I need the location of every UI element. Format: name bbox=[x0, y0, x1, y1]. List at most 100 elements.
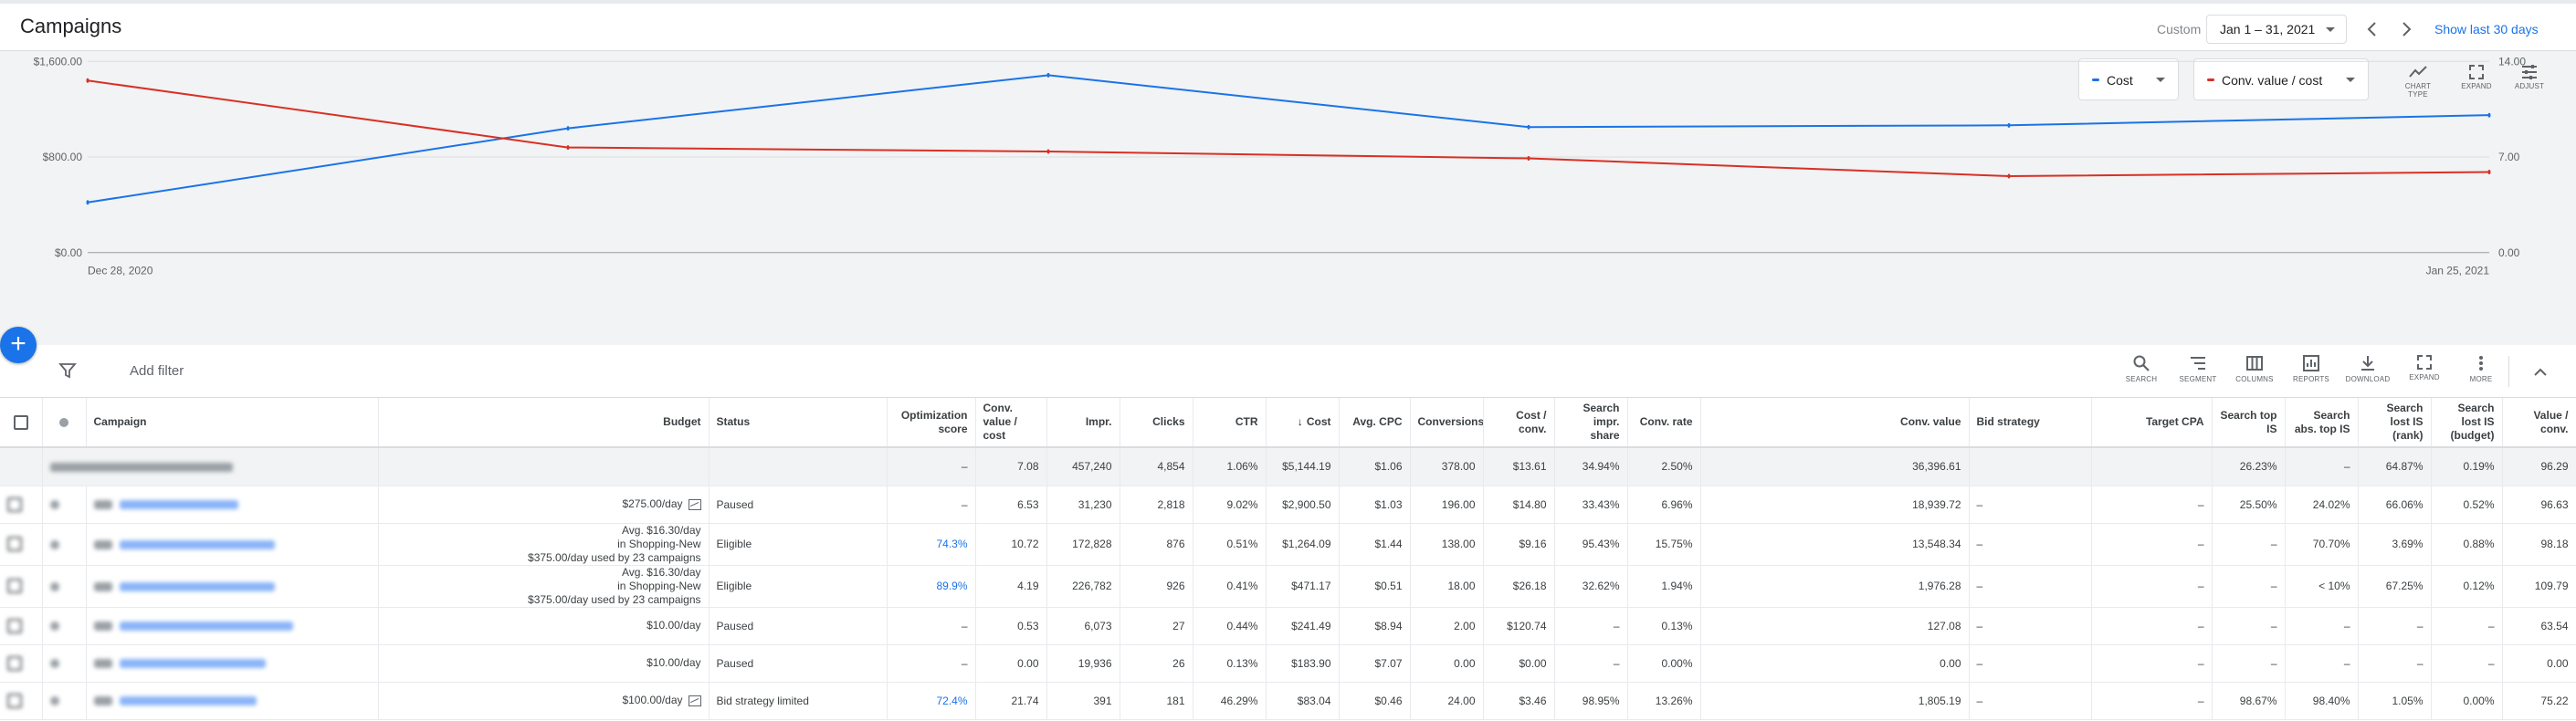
row-status-cell[interactable] bbox=[42, 486, 87, 524]
column-header-optimization-score[interactable]: Optimization score bbox=[887, 398, 976, 448]
metric-selector-cost[interactable]: Cost bbox=[2078, 58, 2179, 100]
column-header-impressions[interactable]: Impr. bbox=[1046, 398, 1120, 448]
budget-cell[interactable]: Avg. $16.30/day in Shopping-New $375.00/da… bbox=[378, 565, 710, 608]
filter-button[interactable] bbox=[58, 361, 77, 384]
optimization-score-cell[interactable]: 89.9% bbox=[887, 565, 976, 608]
row-status-cell[interactable] bbox=[42, 607, 87, 645]
row-checkbox-cell[interactable] bbox=[0, 486, 43, 524]
status-dot-icon[interactable] bbox=[49, 500, 59, 510]
column-header-search-top-is[interactable]: Search top IS bbox=[2212, 398, 2286, 448]
column-header-bid-strategy[interactable]: Bid strategy bbox=[1969, 398, 2092, 448]
optimization-score-cell[interactable]: – bbox=[887, 644, 976, 683]
columns-button[interactable]: COLUMNS bbox=[2228, 352, 2281, 392]
column-header-campaign[interactable]: Campaign bbox=[86, 398, 379, 448]
column-header-ctr[interactable]: CTR bbox=[1193, 398, 1267, 448]
column-header-status[interactable]: Status bbox=[709, 398, 888, 448]
row-checkbox[interactable] bbox=[7, 618, 22, 633]
campaign-name-cell[interactable] bbox=[86, 682, 379, 720]
row-checkbox[interactable] bbox=[7, 693, 22, 708]
budget-cell[interactable]: $100.00/day bbox=[378, 682, 710, 720]
column-header-value-per-conv[interactable]: Value / conv. bbox=[2502, 398, 2576, 448]
search-button[interactable]: SEARCH bbox=[2115, 352, 2168, 392]
status-dot-icon[interactable] bbox=[49, 622, 59, 632]
row-checkbox[interactable] bbox=[7, 537, 22, 551]
column-header-target-cpa[interactable]: Target CPA bbox=[2091, 398, 2213, 448]
campaign-name-cell[interactable] bbox=[86, 486, 379, 524]
more-button[interactable]: MORE bbox=[2455, 352, 2508, 392]
previous-period-button[interactable] bbox=[2361, 18, 2383, 40]
campaign-name-link[interactable] bbox=[119, 622, 293, 632]
show-last-30-days-link[interactable]: Show last 30 days bbox=[2434, 22, 2539, 37]
segment-button[interactable]: SEGMENT bbox=[2171, 352, 2224, 392]
campaign-name-link[interactable] bbox=[119, 659, 266, 669]
chart-type-button[interactable]: CHART TYPE bbox=[2394, 60, 2442, 104]
campaign-name-cell[interactable] bbox=[86, 607, 379, 645]
table-row[interactable]: $100.00/day Bid strategy limited 72.4% 2… bbox=[0, 682, 2576, 720]
column-header-search-abs-top-is[interactable]: Search abs. top IS bbox=[2285, 398, 2359, 448]
chart-expand-button[interactable]: EXPAND bbox=[2453, 60, 2500, 104]
collapse-chart-button[interactable] bbox=[2529, 361, 2551, 383]
status-dot-icon[interactable] bbox=[49, 581, 59, 591]
budget-cell[interactable]: Avg. $16.30/day in Shopping-New $375.00/da… bbox=[378, 523, 710, 566]
optimization-score-cell[interactable]: 72.4% bbox=[887, 682, 976, 720]
table-expand-button[interactable]: EXPAND bbox=[2398, 352, 2451, 392]
budget-cell[interactable]: $275.00/day bbox=[378, 486, 710, 524]
row-status-cell[interactable] bbox=[42, 565, 87, 608]
campaign-name-link[interactable] bbox=[119, 581, 275, 591]
column-header-conversions[interactable]: Conversions bbox=[1410, 398, 1484, 448]
row-checkbox-cell[interactable] bbox=[0, 644, 43, 683]
budget-cell[interactable]: $10.00/day bbox=[378, 644, 710, 683]
status-dot-icon[interactable] bbox=[49, 539, 59, 549]
campaign-name-cell[interactable] bbox=[86, 644, 379, 683]
campaign-name-link[interactable] bbox=[119, 500, 238, 510]
status-dot-icon[interactable] bbox=[49, 659, 59, 669]
add-campaign-button[interactable]: + bbox=[0, 327, 37, 363]
optimization-score-value[interactable]: 72.4% bbox=[936, 694, 968, 707]
row-status-cell[interactable] bbox=[42, 523, 87, 566]
column-header-conv-value-cost[interactable]: Conv. value / cost bbox=[975, 398, 1047, 448]
row-checkbox-cell[interactable] bbox=[0, 607, 43, 645]
column-header-conv-value[interactable]: Conv. value bbox=[1700, 398, 1970, 448]
add-filter-input[interactable]: Add filter bbox=[130, 363, 184, 379]
reports-button[interactable]: REPORTS bbox=[2285, 352, 2338, 392]
column-header-search-impr-share[interactable]: Search impr. share bbox=[1554, 398, 1628, 448]
optimization-score-cell[interactable]: 74.3% bbox=[887, 523, 976, 566]
row-checkbox[interactable] bbox=[7, 496, 22, 512]
column-header-conv-rate[interactable]: Conv. rate bbox=[1627, 398, 1701, 448]
row-status-cell[interactable] bbox=[42, 644, 87, 683]
campaign-name-cell[interactable] bbox=[86, 523, 379, 566]
table-row[interactable]: $275.00/day Paused – 6.53 31,230 2,818 9… bbox=[0, 486, 2576, 524]
campaign-name-cell[interactable] bbox=[86, 565, 379, 608]
row-checkbox-cell[interactable] bbox=[0, 682, 43, 720]
table-row[interactable]: Avg. $16.30/day in Shopping-New $375.00/da… bbox=[0, 523, 2576, 566]
select-all-header[interactable] bbox=[0, 398, 43, 448]
table-row[interactable]: Avg. $16.30/day in Shopping-New $375.00/da… bbox=[0, 565, 2576, 608]
optimization-score-value[interactable]: 74.3% bbox=[936, 538, 968, 550]
row-checkbox-cell[interactable] bbox=[0, 565, 43, 608]
optimization-score-cell[interactable]: – bbox=[887, 607, 976, 645]
table-row[interactable]: $10.00/day Paused – 0.53 6,073 27 0.44% … bbox=[0, 607, 2576, 645]
row-checkbox-cell[interactable] bbox=[0, 523, 43, 566]
column-header-search-lost-is-rank[interactable]: Search lost IS (rank) bbox=[2358, 398, 2432, 448]
column-header-budget[interactable]: Budget bbox=[378, 398, 710, 448]
column-header-cost-per-conv[interactable]: Cost / conv. bbox=[1483, 398, 1555, 448]
next-period-button[interactable] bbox=[2395, 18, 2417, 40]
column-header-cost[interactable]: ↓ Cost bbox=[1266, 398, 1340, 448]
budget-chart-icon[interactable] bbox=[688, 498, 701, 510]
date-range-picker[interactable]: Jan 1 – 31, 2021 bbox=[2206, 15, 2347, 44]
table-row[interactable]: $10.00/day Paused – 0.00 19,936 26 0.13%… bbox=[0, 644, 2576, 683]
column-header-avg-cpc[interactable]: Avg. CPC bbox=[1339, 398, 1411, 448]
row-checkbox[interactable] bbox=[7, 579, 22, 593]
budget-chart-icon[interactable] bbox=[688, 695, 701, 706]
select-all-checkbox[interactable] bbox=[13, 414, 28, 430]
download-button[interactable]: DOWNLOAD bbox=[2341, 352, 2394, 392]
campaign-name-link[interactable] bbox=[119, 539, 275, 549]
column-header-search-lost-is-budget[interactable]: Search lost IS (budget) bbox=[2431, 398, 2503, 448]
chart-adjust-button[interactable]: ADJUST bbox=[2506, 60, 2553, 104]
budget-cell[interactable]: $10.00/day bbox=[378, 607, 710, 645]
row-status-cell[interactable] bbox=[42, 682, 87, 720]
metric-selector-conv-value-cost[interactable]: Conv. value / cost bbox=[2193, 58, 2369, 100]
column-header-clicks[interactable]: Clicks bbox=[1120, 398, 1193, 448]
campaign-name-link[interactable] bbox=[119, 696, 257, 706]
status-dot-icon[interactable] bbox=[49, 696, 59, 706]
